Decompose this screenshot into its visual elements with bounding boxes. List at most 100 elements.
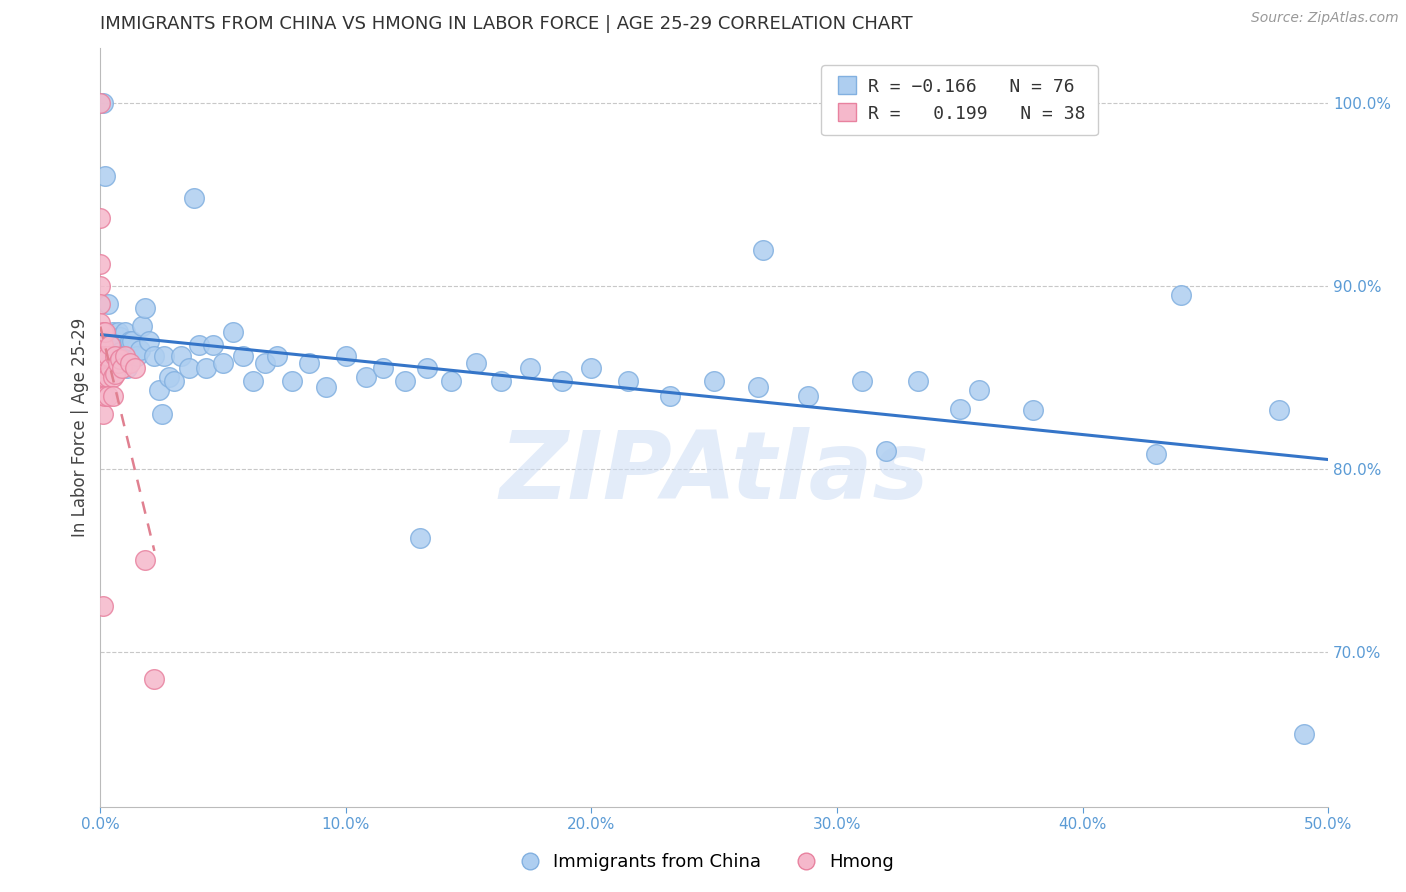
Point [91, 325, 114, 339]
Point [703, 374, 725, 388]
Point [91, 349, 114, 363]
Point [335, 349, 357, 363]
Point [1268, 403, 1291, 417]
Legend: R = −0.166   N = 76, R =   0.199   N = 38: R = −0.166 N = 76, R = 0.199 N = 38 [821, 65, 1098, 136]
Point [107, 356, 129, 370]
Point [97, 349, 120, 363]
Point [1022, 403, 1045, 417]
Point [371, 361, 394, 376]
Point [101, 370, 124, 384]
Point [94, 334, 117, 348]
Point [143, 349, 166, 363]
Point [253, 356, 276, 370]
Point [94, 169, 117, 184]
Point [98, 349, 121, 363]
Point [194, 361, 217, 376]
Point [97, 389, 120, 403]
Point [128, 343, 150, 357]
Point [232, 349, 254, 363]
Point [107, 347, 129, 361]
Point [91, 389, 114, 403]
Point [114, 349, 136, 363]
Point [89, 257, 111, 271]
Point [91, 407, 114, 421]
Point [89, 367, 111, 381]
Point [91, 374, 114, 388]
Point [153, 349, 176, 363]
Point [138, 334, 160, 348]
Point [519, 361, 541, 376]
Point [659, 389, 682, 403]
Point [101, 349, 124, 363]
Point [416, 361, 439, 376]
Point [94, 370, 117, 384]
Point [148, 383, 170, 397]
Point [97, 370, 120, 384]
Point [121, 334, 143, 348]
Point [127, 349, 149, 363]
Point [408, 531, 430, 545]
Point [104, 349, 127, 363]
Point [94, 325, 117, 339]
Point [150, 407, 173, 421]
Point [281, 374, 304, 388]
Point [98, 361, 121, 376]
Point [98, 337, 121, 351]
Point [266, 349, 288, 363]
Point [108, 330, 131, 344]
Point [94, 349, 117, 363]
Point [91, 334, 114, 348]
Point [170, 349, 193, 363]
Point [183, 191, 205, 205]
Point [747, 379, 769, 393]
Point [89, 334, 111, 348]
Point [97, 337, 120, 351]
Point [752, 243, 775, 257]
Point [177, 361, 200, 376]
Point [907, 374, 929, 388]
Point [108, 344, 131, 359]
Point [796, 389, 818, 403]
Point [91, 599, 114, 613]
Point [104, 334, 127, 348]
Y-axis label: In Labor Force | Age 25-29: In Labor Force | Age 25-29 [72, 318, 89, 537]
Point [298, 356, 321, 370]
Point [465, 356, 488, 370]
Point [98, 334, 121, 348]
Point [440, 374, 463, 388]
Point [315, 379, 337, 393]
Point [163, 374, 186, 388]
Point [949, 401, 972, 416]
Point [222, 325, 245, 339]
Point [111, 361, 134, 376]
Point [89, 297, 111, 311]
Legend: Immigrants from China, Hmong: Immigrants from China, Hmong [505, 847, 901, 879]
Point [134, 553, 156, 567]
Point [89, 211, 111, 226]
Point [551, 374, 574, 388]
Point [114, 325, 136, 339]
Text: IMMIGRANTS FROM CHINA VS HMONG IN LABOR FORCE | AGE 25-29 CORRELATION CHART: IMMIGRANTS FROM CHINA VS HMONG IN LABOR … [100, 15, 912, 33]
Point [875, 443, 897, 458]
Point [104, 367, 127, 381]
Point [107, 325, 129, 339]
Point [202, 337, 225, 351]
Point [1170, 288, 1192, 302]
Point [101, 389, 124, 403]
Point [131, 319, 153, 334]
Point [91, 337, 114, 351]
Point [143, 672, 166, 686]
Point [851, 374, 873, 388]
Point [94, 389, 117, 403]
Point [114, 349, 136, 363]
Point [617, 374, 640, 388]
Point [124, 361, 146, 376]
Point [354, 370, 377, 384]
Point [394, 374, 416, 388]
Point [212, 356, 235, 370]
Point [969, 383, 991, 397]
Point [104, 361, 127, 376]
Point [157, 370, 180, 384]
Text: Source: ZipAtlas.com: Source: ZipAtlas.com [1251, 11, 1399, 25]
Point [1144, 447, 1167, 461]
